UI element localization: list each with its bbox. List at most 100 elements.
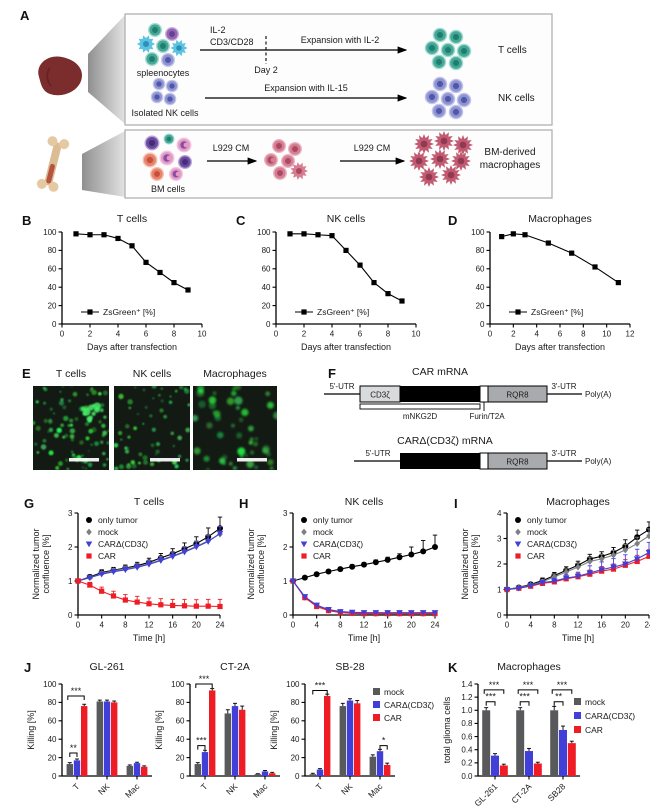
micrograph-title-macrophages: Macrophages [203,368,267,380]
svg-text:Killing [%]: Killing [%] [154,710,164,750]
svg-text:1.0: 1.0 [461,706,473,715]
svg-text:2: 2 [497,560,502,569]
svg-text:mock: mock [384,687,405,697]
panel-g-label: G [24,496,35,511]
svg-text:RQR8: RQR8 [506,391,529,400]
lymphocyte-box [124,13,553,126]
svg-text:RQR8: RQR8 [506,458,529,467]
svg-text:confluence [%]: confluence [%] [41,534,51,593]
svg-text:L929 CM: L929 CM [213,143,250,153]
svg-text:only tumor: only tumor [313,515,353,525]
svg-text:2: 2 [302,330,307,339]
svg-text:***: *** [315,680,326,690]
bars-car-cd3- [491,725,567,776]
svg-text:10: 10 [412,330,421,339]
svg-text:mock: mock [313,527,334,537]
svg-text:***: *** [519,692,530,702]
svg-text:40: 40 [176,735,185,744]
svg-text:20: 20 [476,301,485,310]
svg-text:***: *** [489,680,500,690]
svg-text:40: 40 [48,735,57,744]
svg-text:Days after transfection: Days after transfection [515,342,605,352]
svg-text:24: 24 [645,621,650,630]
svg-text:confluence [%]: confluence [%] [256,534,266,593]
svg-text:100: 100 [286,680,300,689]
bars-mock [482,705,559,776]
svg-text:only tumor: only tumor [527,515,567,525]
svg-text:8: 8 [581,330,586,339]
chart-macrophages-glioma-cells: Macrophages 0.0 0.2 0.4 0.6 0.8 1.0 1.2 1.4 total… [442,661,635,808]
svg-text:60: 60 [48,717,57,726]
svg-text:20: 20 [262,301,271,310]
svg-text:Time [h]: Time [h] [133,633,165,643]
svg-text:60: 60 [48,265,57,274]
svg-text:16: 16 [383,621,392,630]
svg-text:20: 20 [176,753,185,762]
svg-text:***: *** [196,736,207,746]
svg-text:ZsGreen⁺ [%]: ZsGreen⁺ [%] [317,307,369,317]
svg-text:60: 60 [291,717,300,726]
svg-text:T cells: T cells [134,496,164,508]
svg-text:Day 2: Day 2 [254,65,278,75]
panel-f-label: F [328,366,336,381]
svg-text:T: T [71,781,82,792]
svg-text:NK cells: NK cells [345,496,384,508]
svg-text:Time [h]: Time [h] [562,633,594,643]
svg-text:12: 12 [360,621,369,630]
panel-d-label: D [448,213,458,228]
svg-text:20: 20 [48,301,57,310]
svg-text:40: 40 [48,283,57,292]
svg-text:0: 0 [52,320,57,329]
svg-text:60: 60 [262,265,271,274]
svg-text:Poly(A): Poly(A) [585,457,612,466]
svg-text:0: 0 [291,621,296,630]
svg-text:0.0: 0.0 [461,772,473,781]
svg-text:40: 40 [291,735,300,744]
svg-text:**: ** [555,692,563,702]
chart-macrophages-confluence: Macrophages0123404812162024Time [h]Norma… [460,496,650,643]
svg-text:Mac: Mac [366,781,385,800]
svg-text:CT-2A: CT-2A [220,661,250,673]
svg-text:0.4: 0.4 [461,746,473,755]
svg-text:Expansion with IL-15: Expansion with IL-15 [264,83,348,93]
micrograph-title-nkcells: NK cells [132,368,172,380]
micrograph-nkcells [114,386,190,470]
svg-text:2: 2 [283,543,288,552]
svg-text:0: 0 [52,772,57,781]
svg-text:Days after transfection: Days after transfection [87,342,177,352]
panel-e-label: E [22,366,31,381]
svg-text:20: 20 [407,621,416,630]
svg-text:2: 2 [68,543,73,552]
svg-text:Killing [%]: Killing [%] [26,710,36,750]
svg-text:0: 0 [180,772,185,781]
svg-text:CAR mRNA: CAR mRNA [412,366,468,378]
chart-macrophages-zsgreen: Macrophages 0 20 40 60 80 100 0 2 4 6 8 10 12 Days aft… [471,213,635,352]
panel-a-cell-preparation-schematic: spleenocytes IL-2 CD3/CD28 Day 2 Expansion w… [36,13,553,199]
svg-text:3: 3 [68,509,73,518]
svg-text:Poly(A): Poly(A) [585,390,612,399]
panel-j-label: J [24,660,32,675]
svg-text:CARΔ(CD3ζ): CARΔ(CD3ζ) [585,711,635,721]
svg-text:only tumor: only tumor [98,515,138,525]
svg-text:CAR: CAR [585,725,603,735]
furin-t2a-box-2 [479,452,489,470]
bars-car [81,700,148,776]
chart-nkcells-zsgreen: NK cells 0 20 40 60 80 100 0 2 4 6 8 10 Days after tr… [257,213,421,352]
svg-text:3: 3 [283,509,288,518]
svg-text:80: 80 [476,246,485,255]
svg-text:1.4: 1.4 [461,680,473,689]
mnkg2d-box-2 [400,453,480,469]
scale-bar [150,458,180,462]
panel-h-label: H [239,496,249,511]
panel-c-label: C [236,213,246,228]
svg-text:mNKG2D: mNKG2D [403,412,437,421]
svg-text:10: 10 [198,330,207,339]
svg-text:***: *** [71,686,82,696]
svg-text:12: 12 [626,330,635,339]
svg-text:GL-261: GL-261 [89,661,124,673]
svg-text:spleenocytes: spleenocytes [137,68,190,78]
svg-text:NK: NK [96,781,112,797]
svg-text:NK cells: NK cells [327,213,366,225]
svg-text:80: 80 [48,246,57,255]
